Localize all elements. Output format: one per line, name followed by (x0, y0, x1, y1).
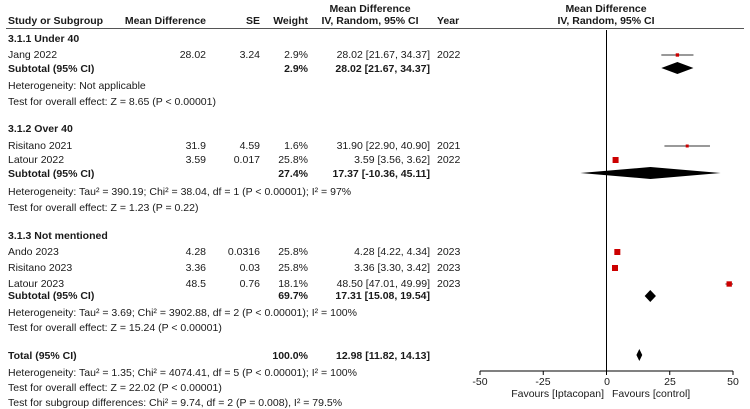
header-ci-line2: IV, Random, 95% CI (321, 15, 419, 27)
study-marker (675, 53, 680, 57)
study-se: 0.017 (233, 154, 260, 166)
group-title: 3.1.1 Under 40 (8, 33, 80, 45)
header-year: Year (437, 15, 460, 27)
study-ci: 48.50 [47.01, 49.99] (336, 278, 430, 290)
study-se: 0.0316 (227, 246, 260, 258)
study-name: Latour 2023 (8, 278, 65, 290)
study-marker (612, 265, 619, 271)
subtotal-ci: 28.02 [21.67, 34.37] (335, 63, 430, 75)
study-md: 48.5 (185, 278, 206, 290)
study-md: 3.36 (185, 262, 206, 274)
study-se: 0.76 (239, 278, 260, 290)
study-year: 2022 (437, 49, 461, 61)
study-ci: 3.59 [3.56, 3.62] (354, 154, 430, 166)
heterogeneity-text: Heterogeneity: Tau² = 1.35; Chi² = 4074.… (8, 367, 357, 379)
heterogeneity-text: Heterogeneity: Tau² = 3.69; Chi² = 3902.… (8, 307, 357, 319)
study-ci: 3.36 [3.30, 3.42] (354, 262, 430, 274)
study-weight: 2.9% (284, 49, 308, 61)
plot-header-line2: IV, Random, 95% CI (557, 15, 655, 27)
plot-header-line1: Mean Difference (565, 3, 647, 15)
study-marker (614, 249, 621, 255)
axis-tick-label: 0 (604, 376, 610, 388)
study-name: Risitano 2023 (8, 262, 73, 274)
study-weight: 1.6% (284, 140, 308, 152)
study-marker (685, 144, 689, 148)
subtotal-weight: 27.4% (278, 168, 308, 180)
header-divider (6, 28, 744, 29)
study-year: 2023 (437, 262, 461, 274)
study-se: 3.24 (239, 49, 260, 61)
study-ci: 31.90 [22.90, 40.90] (336, 140, 430, 152)
study-year: 2021 (437, 140, 461, 152)
overall-effect-text: Test for overall effect: Z = 1.23 (P = 0… (8, 202, 199, 214)
study-ci: 4.28 [4.22, 4.34] (354, 246, 430, 258)
study-weight: 25.8% (278, 246, 308, 258)
subgroup-differences-text: Test for subgroup differences: Chi² = 9.… (8, 397, 343, 409)
study-md: 31.9 (185, 140, 206, 152)
heterogeneity-text: Heterogeneity: Not applicable (8, 80, 146, 92)
overall-effect-text: Test for overall effect: Z = 22.02 (P < … (8, 382, 222, 394)
subtotal-diamond (661, 62, 694, 74)
favours-right-label: Favours [control] (612, 388, 691, 400)
subtotal-weight: 2.9% (284, 63, 308, 75)
study-weight: 25.8% (278, 262, 308, 274)
study-name: Ando 2023 (8, 246, 59, 258)
study-se: 0.03 (239, 262, 260, 274)
study-name: Jang 2022 (8, 49, 58, 61)
header-weight: Weight (273, 15, 308, 27)
study-md: 3.59 (185, 154, 206, 166)
study-name: Latour 2022 (8, 154, 65, 166)
header-se: SE (245, 15, 260, 27)
subtotal-diamond (580, 167, 721, 179)
total-weight: 100.0% (272, 350, 308, 362)
subtotal-label: Subtotal (95% CI) (8, 168, 95, 180)
header-study: Study or Subgroup (8, 15, 104, 27)
study-weight: 18.1% (278, 278, 308, 290)
axis-tick-label: -50 (472, 376, 488, 388)
overall-effect-text: Test for overall effect: Z = 15.24 (P < … (8, 322, 222, 334)
total-ci: 12.98 [11.82, 14.13] (336, 350, 430, 362)
subtotal-label: Subtotal (95% CI) (8, 290, 95, 302)
subtotal-label: Subtotal (95% CI) (8, 63, 95, 75)
favours-left-label: Favours [Iptacopan] (511, 388, 604, 400)
subtotal-ci: 17.37 [-10.36, 45.11] (332, 168, 431, 180)
study-weight: 25.8% (278, 154, 308, 166)
group-title: 3.1.2 Over 40 (8, 123, 73, 135)
total-diamond (636, 349, 643, 361)
subtotal-diamond (644, 290, 656, 302)
heterogeneity-text: Heterogeneity: Tau² = 390.19; Chi² = 38.… (8, 186, 352, 198)
study-se: 4.59 (239, 140, 260, 152)
study-marker (726, 281, 732, 287)
overall-effect-text: Test for overall effect: Z = 8.65 (P < 0… (8, 96, 216, 108)
total-label: Total (95% CI) (8, 350, 77, 362)
header-ci-line1: Mean Difference (329, 3, 411, 15)
study-marker (612, 157, 619, 163)
study-year: 2022 (437, 154, 461, 166)
study-md: 28.02 (179, 49, 206, 61)
axis-tick-label: 50 (727, 376, 739, 388)
header-mean-difference: Mean Difference (124, 15, 206, 27)
study-md: 4.28 (185, 246, 206, 258)
study-name: Risitano 2021 (8, 140, 73, 152)
axis-tick-label: 25 (664, 376, 676, 388)
subtotal-weight: 69.7% (278, 290, 308, 302)
study-year: 2023 (437, 278, 461, 290)
axis-tick-label: -25 (535, 376, 551, 388)
study-year: 2023 (437, 246, 461, 258)
subtotal-ci: 17.31 [15.08, 19.54] (335, 290, 430, 302)
study-ci: 28.02 [21.67, 34.37] (336, 49, 430, 61)
group-title: 3.1.3 Not mentioned (8, 230, 108, 242)
